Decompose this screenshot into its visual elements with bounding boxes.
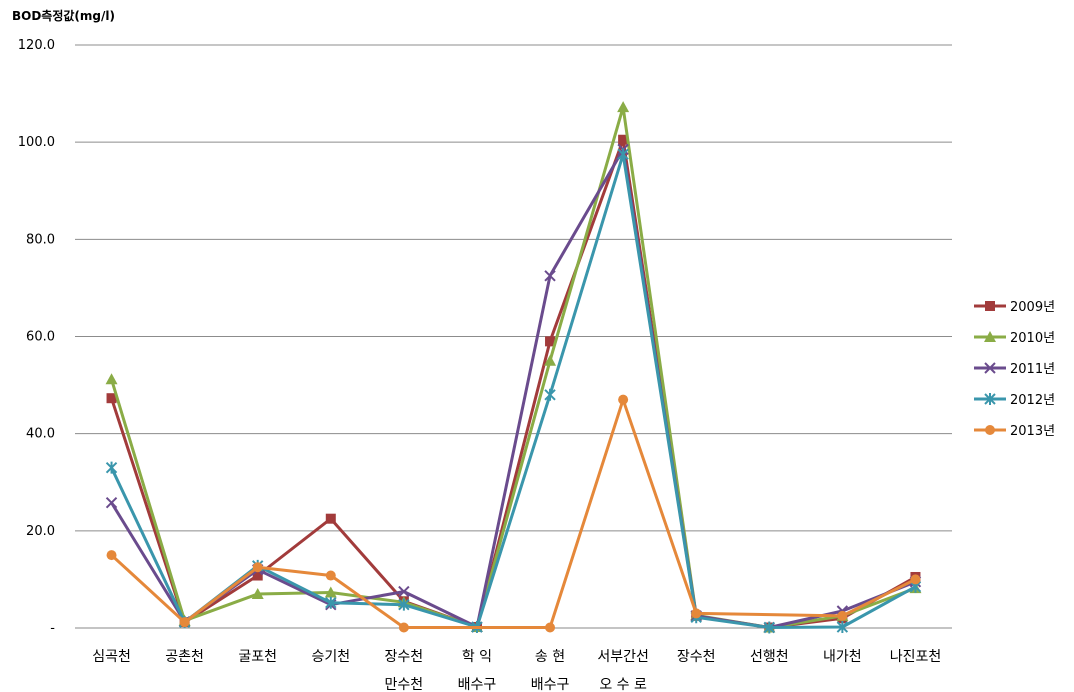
legend-label: 2010년 (1010, 331, 1055, 346)
legend-label: 2012년 (1010, 393, 1055, 408)
data-point (617, 101, 630, 113)
legend-marker (984, 393, 996, 405)
data-point (105, 373, 118, 385)
legend-marker (985, 425, 995, 435)
data-point (105, 461, 118, 474)
series-5 (106, 394, 921, 633)
data-point (252, 570, 263, 581)
legend-label: 2009년 (1010, 300, 1055, 315)
data-point (252, 562, 263, 573)
series-1 (106, 134, 921, 633)
data-point (325, 570, 336, 581)
x-tick-label: 배수구 (458, 677, 497, 692)
legend-label: 2013년 (1010, 424, 1055, 439)
legend-marker (984, 331, 996, 342)
x-tick-label: 내가천 (823, 649, 862, 665)
legend-marker (984, 362, 996, 374)
series-4 (105, 148, 922, 634)
data-point (618, 134, 629, 145)
data-point (544, 270, 556, 282)
legend-item: 2011년 (974, 362, 1055, 377)
data-point (545, 622, 556, 633)
data-point (544, 388, 556, 401)
series-line (110, 105, 917, 629)
data-point (325, 596, 337, 609)
x-tick-label: 심곡천 (92, 649, 131, 665)
y-tick-label: - (50, 621, 55, 636)
data-point (837, 610, 848, 621)
legend: 2009년 2010년 2011년 2012년 2013년 (974, 300, 1055, 439)
y-tick-label: 120.0 (18, 38, 55, 53)
data-point (324, 586, 337, 598)
x-tick-label: 공촌천 (165, 649, 204, 665)
x-tick-label: 장수천 (385, 649, 424, 665)
data-point (398, 598, 410, 611)
data-point (691, 608, 702, 619)
y-tick-label: 40.0 (26, 427, 55, 442)
data-point (836, 621, 849, 634)
data-point (545, 336, 556, 347)
y-tick-label: 100.0 (18, 135, 55, 150)
series-line (110, 152, 917, 629)
y-tick-label: 20.0 (26, 524, 55, 539)
x-tick-label: 학 익 (462, 649, 492, 665)
data-point (105, 496, 118, 509)
series-3 (105, 143, 922, 634)
x-tick-label: 나진포천 (890, 649, 942, 665)
data-point (398, 622, 409, 633)
x-tick-label: 오 수 로 (599, 677, 647, 692)
legend-item: 2013년 (974, 424, 1055, 439)
legend-marker (985, 301, 995, 311)
data-point (106, 393, 117, 404)
y-tick-label: 60.0 (26, 330, 55, 345)
legend-item: 2010년 (974, 331, 1055, 346)
legend-item: 2009년 (974, 300, 1055, 315)
y-tick-label: 80.0 (26, 232, 55, 247)
x-tick-label: 승기천 (311, 649, 350, 665)
data-point (618, 394, 629, 405)
data-point (325, 513, 336, 524)
data-point (617, 148, 629, 161)
x-tick-label: 송 현 (535, 649, 565, 665)
data-point (910, 574, 921, 585)
x-tick-label: 굴포천 (238, 649, 277, 665)
series-line (110, 398, 917, 629)
legend-item: 2012년 (974, 393, 1055, 408)
x-tick-label: 선행천 (750, 649, 789, 665)
series-group (105, 101, 922, 634)
gridlines (75, 44, 952, 629)
x-tick-label: 만수천 (385, 677, 424, 692)
series-line (110, 138, 917, 629)
x-tick-label: 장수천 (677, 649, 716, 665)
data-point (106, 550, 117, 561)
y-axis-ticks: - 20.0 40.0 60.0 80.0 100.0 120.0 (18, 38, 56, 636)
series-2 (105, 101, 922, 633)
data-point (398, 585, 410, 598)
x-tick-label: 서부간선 (597, 649, 649, 665)
y-axis-title: BOD측정값(mg/l) (12, 8, 115, 23)
data-point (179, 617, 190, 628)
legend-label: 2011년 (1010, 362, 1055, 377)
data-point (251, 587, 264, 599)
x-tick-label: 배수구 (531, 677, 570, 692)
data-point (763, 621, 775, 634)
data-point (544, 354, 557, 366)
series-line (110, 148, 917, 629)
